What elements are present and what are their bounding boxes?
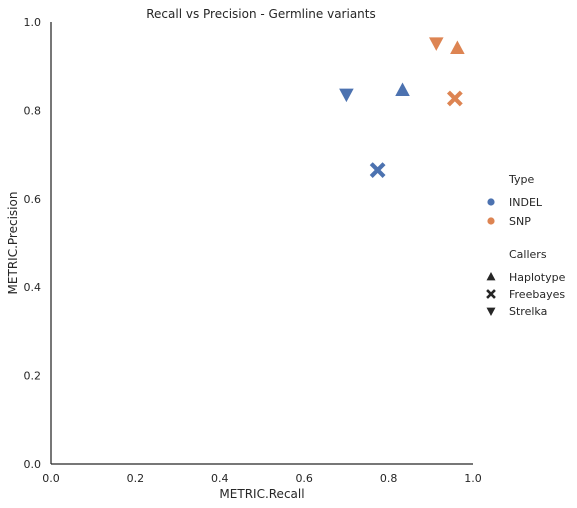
point-snp-haplotype: [450, 40, 465, 54]
legend-label-haplotype: Haplotype: [509, 271, 566, 284]
point-snp-freebayes: [450, 94, 460, 104]
y-tick-labels: 0.0 0.2 0.4 0.6 0.8 1.0: [24, 16, 42, 471]
y-axis-label: METRIC.Precision: [6, 192, 20, 295]
y-tick-label: 0.6: [24, 193, 42, 206]
legend-marker-strelka: [487, 308, 496, 316]
x-tick-label: 0.0: [42, 472, 60, 485]
legend-title-type: Type: [508, 173, 534, 186]
y-tick-label: 1.0: [24, 16, 42, 29]
y-tick-label: 0.4: [24, 281, 42, 294]
point-indel-strelka: [339, 89, 354, 103]
legend-label-freebayes: Freebayes: [509, 288, 565, 301]
chart-title: Recall vs Precision - Germline variants: [146, 7, 376, 21]
x-axis-label: METRIC.Recall: [219, 487, 304, 501]
x-tick-label: 0.2: [127, 472, 145, 485]
legend-marker-snp: [487, 217, 494, 224]
x-tick-label: 0.6: [295, 472, 313, 485]
y-tick-label: 0.8: [24, 104, 42, 117]
y-tick-label: 0.0: [24, 458, 42, 471]
x-tick-label: 0.8: [380, 472, 398, 485]
legend-marker-haplotype: [487, 272, 496, 280]
x-tick-label: 1.0: [464, 472, 482, 485]
legend-title-callers: Callers: [509, 248, 547, 261]
legend-label-snp: SNP: [509, 215, 531, 228]
point-indel-freebayes: [373, 165, 383, 175]
data-points: [339, 37, 465, 175]
legend-marker-indel: [487, 198, 494, 205]
legend-marker-freebayes: [488, 291, 494, 297]
legend-label-indel: INDEL: [509, 196, 543, 209]
point-snp-strelka: [429, 37, 444, 51]
x-tick-label: 0.4: [211, 472, 229, 485]
legend-label-strelka: Strelka: [509, 305, 547, 318]
x-tick-labels: 0.0 0.2 0.4 0.6 0.8 1.0: [42, 472, 482, 485]
legend: Type Callers INDEL SNP Haplotype Freebayes S…: [487, 173, 566, 318]
y-tick-label: 0.2: [24, 370, 42, 383]
point-indel-haplotype: [395, 82, 410, 96]
